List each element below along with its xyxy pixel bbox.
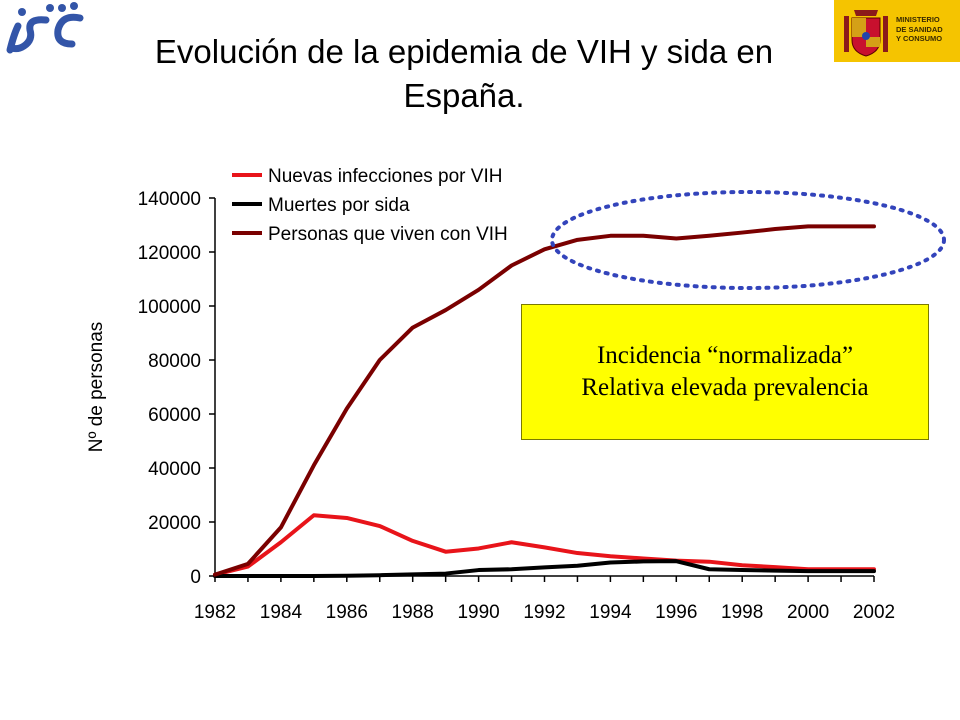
callout-box: Incidencia “normalizada” Relativa elevad… [521,304,929,440]
series-0-point [641,556,645,560]
x-tick-label: 1986 [326,602,368,623]
y-axis-title: Nº de personas [86,322,107,453]
series-1-point [872,569,876,573]
series-1-point [510,567,514,571]
ministry-line-3: Y CONSUMO [896,34,943,43]
y-ticks: 0 20000 40000 60000 80000 100000 120000 140000 [138,189,215,588]
series-1-point [477,568,481,572]
series-1-point [279,574,283,578]
callout-line-1: Incidencia “normalizada” [596,342,854,369]
y-tick-label: 140000 [138,189,201,210]
series-2-point [279,525,283,529]
series-1-point [707,567,711,571]
series-1-point [543,565,546,569]
ministry-line-2: DE SANIDAD [896,24,943,34]
series-2-point [839,224,843,228]
series-2-point [345,407,349,411]
x-tick-label: 2000 [787,602,829,623]
series-0-point [740,563,744,567]
series-2-point [543,247,546,251]
series-0-point [575,551,579,555]
series-lines [213,224,876,578]
slide-title-line-1: Evolución de la epidemia de VIH y sida e… [154,33,774,70]
series-2-point [510,264,514,267]
series-0-point [411,539,415,543]
series-2-point [740,231,744,235]
series-1-point [444,572,448,576]
legend: Nuevas infecciones por VIH Muertes por si… [232,166,508,245]
series-1-point [773,569,777,573]
series-2-point [707,234,711,238]
series-2-point [806,224,810,228]
x-tick-label: 1988 [392,602,434,623]
series-2-point [608,234,612,238]
ministry-logo: MINISTERIO DE SANIDAD Y CONSUMO [834,0,960,62]
series-2-point [575,238,579,242]
ministry-line-1: MINISTERIO [896,15,940,24]
series-1-point [806,569,810,573]
y-tick-label: 120000 [138,243,201,264]
ministry-name: MINISTERIO DE SANIDAD Y CONSUMO [896,15,958,44]
x-tick-label: 2002 [853,602,895,623]
legend-label: Nuevas infecciones por VIH [268,166,502,187]
series-2-point [378,358,382,362]
series-1-point [839,569,843,573]
series-2-point [444,308,448,312]
series-2-point [411,326,415,330]
x-tick-label: 1984 [260,602,303,623]
x-tick-label: 1996 [655,602,697,623]
isciii-logo [6,2,84,54]
series-2-point [641,234,645,238]
callout-line-2: Relativa elevada prevalencia [581,374,869,401]
series-0-point [477,546,481,550]
series-0-point [773,565,777,569]
coat-of-arms-icon [844,10,888,57]
series-2-point [312,463,316,467]
series-0-point [345,516,349,520]
legend-label: Personas que viven con VIH [268,224,508,245]
series-1-point [608,561,612,564]
x-tick-label: 1990 [457,602,499,623]
series-1-point [378,573,382,577]
x-ticks: 1982 1984 1986 1988 1990 1992 1994 1996 1998 2000… [194,576,895,623]
series-0-point [608,554,612,558]
y-tick-label: 0 [190,567,201,588]
series-2-point [246,562,250,566]
x-tick-label: 1998 [721,602,763,623]
series-2-point [477,288,481,292]
y-tick-label: 40000 [148,459,201,480]
legend-label: Muertes por sida [268,195,410,216]
isciii-logo-mark [6,13,84,54]
y-tick-label: 80000 [148,351,201,372]
series-0-point [543,545,546,549]
series-1-point [575,564,579,568]
series-2-point [872,224,876,228]
y-tick-label: 60000 [148,405,201,426]
y-tick-label: 100000 [138,297,201,318]
x-tick-label: 1982 [194,602,236,623]
series-1-point [411,572,415,576]
series-0-point [378,524,382,528]
series-2-point [674,237,678,240]
series-1-point [246,574,250,578]
highlight-ellipse [550,190,946,290]
series-1-point [740,568,744,572]
series-1-point [312,574,316,578]
series-0-point [510,540,514,544]
x-tick-label: 1992 [523,602,565,623]
series-0-point [312,513,316,517]
series-2-point [213,573,217,577]
series-1-point [674,559,678,563]
slide-title-line-2: España. [403,77,525,114]
x-tick-label: 1994 [589,602,632,623]
y-tick-label: 20000 [148,513,201,534]
series-0-point [707,560,711,564]
series-0-point [444,550,448,554]
slide-title: Evolución de la epidemia de VIH y sida e… [104,30,824,118]
series-0-point [279,540,283,544]
series-1-point [345,574,349,578]
series-1-point [641,559,645,563]
series-2-point [773,227,777,231]
